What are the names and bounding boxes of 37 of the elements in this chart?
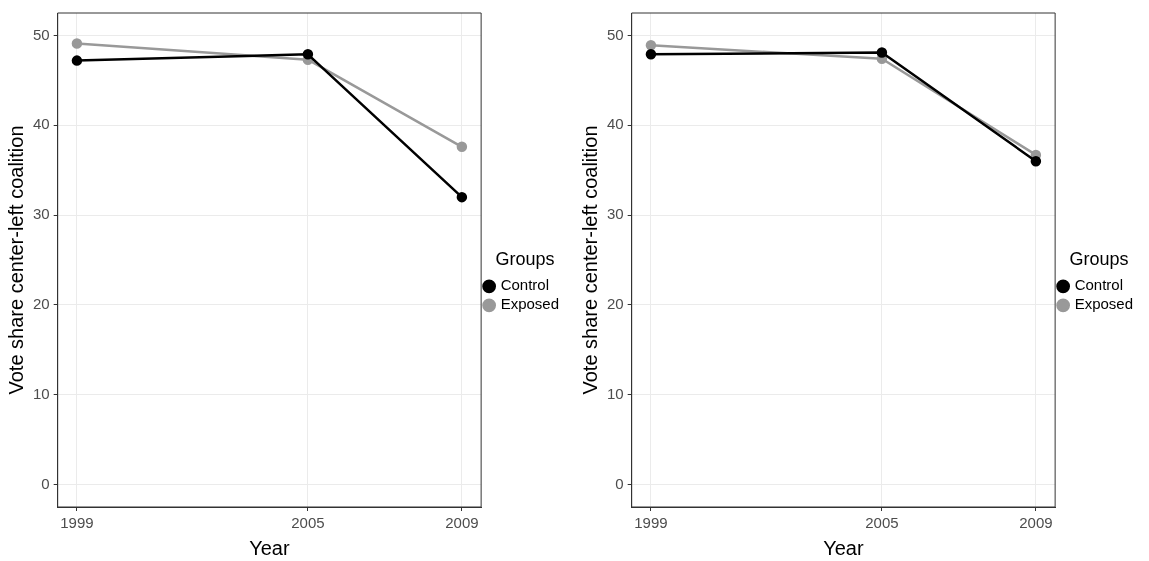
y-tick-label: 20: [607, 295, 624, 313]
legend-label: Exposed: [1074, 295, 1133, 313]
y-tick-label: 30: [607, 205, 624, 223]
y-axis-title: Vote share center-left coalition: [4, 125, 27, 395]
y-tick-label: 10: [607, 384, 624, 402]
point: [645, 40, 657, 51]
point: [302, 49, 314, 60]
y-tick-label: 20: [33, 295, 50, 313]
y-tick-label: 10: [33, 384, 50, 402]
x-tick-label: 2005: [291, 514, 325, 532]
x-tick-label: 2009: [445, 514, 479, 532]
point: [71, 38, 83, 49]
x-tick-label: 2005: [865, 514, 899, 532]
x-tick-label: 2009: [1019, 514, 1053, 532]
point: [456, 191, 468, 203]
y-tick-label: 40: [607, 115, 624, 133]
legend-title: Groups: [495, 249, 555, 270]
legend-label: Control: [500, 276, 549, 294]
y-tick-label: 0: [41, 474, 50, 492]
y-tick-label: 30: [33, 205, 50, 223]
x-axis-title: Year: [823, 536, 864, 559]
point: [71, 55, 83, 66]
legend-label: Control: [1074, 276, 1123, 294]
point: [456, 141, 468, 153]
point: [876, 47, 888, 58]
legend-title: Groups: [1069, 249, 1129, 270]
legend-label: Exposed: [500, 295, 559, 313]
point: [1030, 155, 1042, 167]
y-tick-label: 50: [607, 25, 624, 43]
x-axis-title: Year: [249, 536, 290, 559]
y-axis-title: Vote share center-left coalition: [578, 125, 601, 395]
y-tick-label: 0: [615, 474, 624, 492]
x-tick-label: 1999: [634, 514, 668, 532]
y-tick-label: 50: [33, 25, 50, 43]
y-tick-label: 40: [33, 115, 50, 133]
x-tick-label: 1999: [60, 514, 94, 532]
point: [645, 49, 657, 60]
